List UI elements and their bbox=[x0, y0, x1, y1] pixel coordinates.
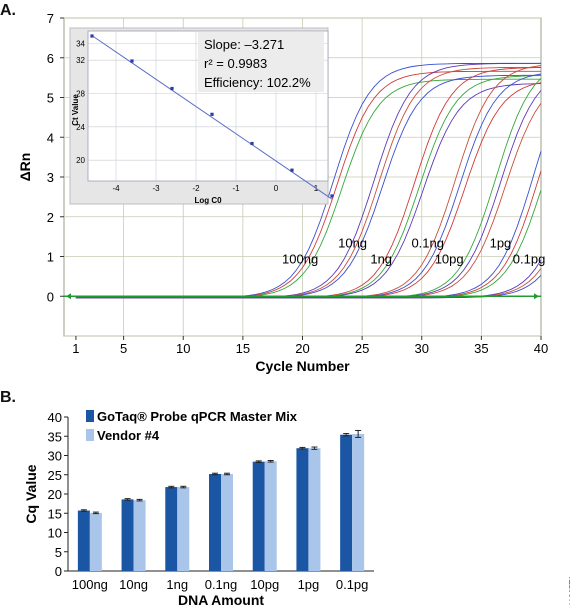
x-tick-label: 25 bbox=[355, 341, 369, 356]
y-tick-label: 6 bbox=[47, 51, 54, 66]
bar-vendor bbox=[308, 448, 321, 571]
bar-vendor bbox=[352, 433, 365, 571]
y-tick-label: 20 bbox=[48, 487, 62, 502]
bar-vendor bbox=[89, 512, 102, 571]
bar-vendor bbox=[133, 500, 146, 571]
legend-label: Vendor #4 bbox=[97, 428, 160, 443]
legend-swatch bbox=[86, 429, 94, 441]
bar-gotaq bbox=[77, 510, 90, 571]
inset-data-point bbox=[170, 86, 174, 91]
inset-stat-text: r² = 0.9983 bbox=[204, 56, 267, 71]
inset-data-point bbox=[130, 59, 134, 63]
legend-swatch bbox=[86, 410, 94, 422]
bar-gotaq bbox=[296, 448, 309, 571]
concentration-label: 1pg bbox=[490, 235, 512, 250]
y-tick-label: 2 bbox=[47, 210, 54, 225]
bar-gotaq bbox=[165, 487, 178, 571]
inset-data-point bbox=[90, 34, 94, 38]
y-tick-label: 4 bbox=[47, 130, 54, 145]
y-tick-label: 15 bbox=[48, 506, 62, 521]
y-axis-title: ΔRn bbox=[17, 153, 33, 182]
inset-stat-text: Slope: –3.271 bbox=[204, 37, 284, 52]
y-tick-label: 40 bbox=[48, 410, 62, 425]
bar-vendor bbox=[177, 487, 190, 571]
panel-b-label: B. bbox=[0, 389, 16, 406]
bar-vendor bbox=[264, 461, 277, 571]
inset-x-tick-label: -1 bbox=[232, 184, 240, 193]
y-tick-label: 30 bbox=[48, 449, 62, 464]
x-tick-label: 1 bbox=[72, 341, 79, 356]
inset-data-point bbox=[210, 112, 214, 116]
inset-y-tick-label: 24 bbox=[76, 123, 85, 132]
concentration-label: 10ng bbox=[338, 235, 367, 250]
x-tick-label: 1ng bbox=[166, 577, 188, 592]
inset-y-tick-label: 28 bbox=[76, 90, 85, 99]
baseline-right-arrow bbox=[534, 293, 539, 300]
inset-x-axis-title: Log C0 bbox=[194, 196, 222, 205]
panel-a-label: A. bbox=[0, 2, 16, 19]
concentration-label: 10pg bbox=[435, 251, 464, 266]
y-tick-label: 25 bbox=[48, 468, 62, 483]
concentration-label: 1ng bbox=[370, 251, 392, 266]
y-tick-label: 5 bbox=[47, 91, 54, 106]
concentration-label: 0.1ng bbox=[411, 235, 444, 250]
y-tick-label: 3 bbox=[47, 170, 54, 185]
x-tick-label: 10pg bbox=[250, 577, 279, 592]
baseline-left-arrow bbox=[66, 293, 71, 300]
y-tick-label: 7 bbox=[47, 11, 54, 26]
x-tick-label: 20 bbox=[295, 341, 309, 356]
x-tick-label: 10ng bbox=[119, 577, 148, 592]
x-axis-title: Cycle Number bbox=[255, 358, 350, 374]
inset-stat-text: Efficiency: 102.2% bbox=[204, 75, 311, 90]
x-tick-label: 10 bbox=[176, 341, 190, 356]
x-tick-label: 5 bbox=[120, 341, 127, 356]
concentration-label: 100ng bbox=[282, 251, 318, 266]
x-tick-label: 35 bbox=[474, 341, 488, 356]
inset-y-tick-label: 20 bbox=[76, 156, 85, 165]
inset-data-point bbox=[290, 168, 294, 172]
x-axis-title: DNA Amount bbox=[178, 592, 264, 608]
y-axis-title: Cq Value bbox=[23, 464, 39, 523]
x-tick-label: 0.1ng bbox=[205, 577, 238, 592]
x-tick-label: 40 bbox=[534, 341, 548, 356]
bar-gotaq bbox=[209, 473, 221, 571]
x-tick-label: 0.1pg bbox=[336, 577, 369, 592]
bar-gotaq bbox=[340, 434, 353, 571]
inset-x-tick-label: 0 bbox=[274, 184, 279, 193]
amplification-curve bbox=[75, 274, 542, 299]
x-tick-label: 30 bbox=[415, 341, 429, 356]
x-tick-label: 1pg bbox=[298, 577, 320, 592]
y-tick-label: 0 bbox=[55, 564, 62, 579]
y-tick-label: 10 bbox=[48, 526, 62, 541]
x-tick-label: 15 bbox=[236, 341, 250, 356]
y-tick-label: 35 bbox=[48, 429, 62, 444]
x-tick-label: 100ng bbox=[72, 577, 108, 592]
inset-y-axis-title: Ct Value bbox=[71, 94, 80, 126]
bar-gotaq bbox=[121, 499, 134, 571]
inset-x-tick-label: -2 bbox=[192, 184, 200, 193]
inset-x-tick-label: -4 bbox=[112, 184, 120, 193]
bar-gotaq bbox=[252, 461, 265, 571]
inset-y-tick-label: 34 bbox=[76, 40, 85, 49]
bar-vendor bbox=[221, 473, 233, 571]
inset-data-point bbox=[330, 194, 334, 198]
inset-x-tick-label: -3 bbox=[152, 184, 160, 193]
inset-stats-box bbox=[198, 32, 324, 92]
y-tick-label: 0 bbox=[47, 289, 54, 304]
y-tick-label: 5 bbox=[55, 545, 62, 560]
inset-data-point bbox=[250, 141, 254, 146]
legend-label: GoTaq® Probe qPCR Master Mix bbox=[97, 409, 298, 424]
concentration-label: 0.1pg bbox=[513, 251, 546, 266]
inset-y-tick-label: 32 bbox=[76, 56, 85, 65]
cq-bar-chart: 0 5 10 15 20 25 30 35 40 Cq Value DNA Amount 100ng 1… bbox=[23, 409, 374, 608]
y-tick-label: 1 bbox=[47, 250, 54, 265]
inset-fit-line bbox=[91, 35, 333, 200]
